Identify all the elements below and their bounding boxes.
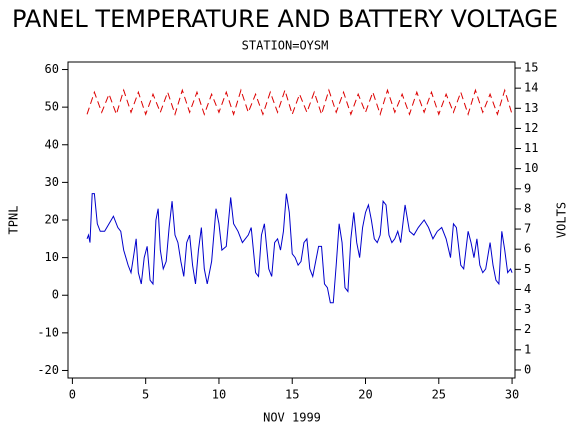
y2-tick-label: 13 [524,101,538,115]
y2-tick-label: 8 [524,201,531,215]
y2-tick-label: 4 [524,282,531,296]
y2-tick-label: 0 [524,362,531,376]
x-tick-label: 25 [432,388,446,402]
y2-tick-label: 10 [524,161,538,175]
x-tick-label: 10 [212,388,226,402]
y-tick-label: 20 [45,213,59,227]
plot-frame [67,61,516,379]
y2-tick-label: 11 [524,141,538,155]
x-tick-label: 0 [69,388,76,402]
y2-tick-label: 3 [524,302,531,316]
y-tick-label: 60 [45,62,59,76]
y-axis-label: TPNL [7,206,21,235]
data-line [86,88,513,116]
y2-tick-label: 15 [524,61,538,75]
x-axis-label: NOV 1999 [263,411,321,425]
x-tick-label: 5 [142,388,149,402]
y-tick-label: 40 [45,137,59,151]
y-tick-label: -20 [37,363,59,377]
y-tick-label: 30 [45,175,59,189]
y2-tick-label: 12 [524,121,538,135]
x-tick-label: 30 [505,388,519,402]
chart-subtitle: STATION=OYSM [242,39,329,53]
x-tick-label: 20 [358,388,372,402]
x-tick-label: 15 [285,388,299,402]
y2-tick-label: 6 [524,242,531,256]
chart-title: PANEL TEMPERATURE AND BATTERY VOLTAGE [12,5,558,33]
y-tick-label: -10 [37,325,59,339]
y-tick-label: 50 [45,100,59,114]
y2-axis-label: VOLTS [555,202,569,238]
y-tick-label: 0 [52,288,59,302]
y2-tick-label: 14 [524,81,538,95]
y2-tick-label: 2 [524,322,531,336]
data-line [86,193,513,304]
y2-tick-label: 9 [524,181,531,195]
y2-tick-label: 7 [524,222,531,236]
y2-tick-label: 5 [524,262,531,276]
y-tick-label: 10 [45,250,59,264]
y2-tick-label: 1 [524,342,531,356]
